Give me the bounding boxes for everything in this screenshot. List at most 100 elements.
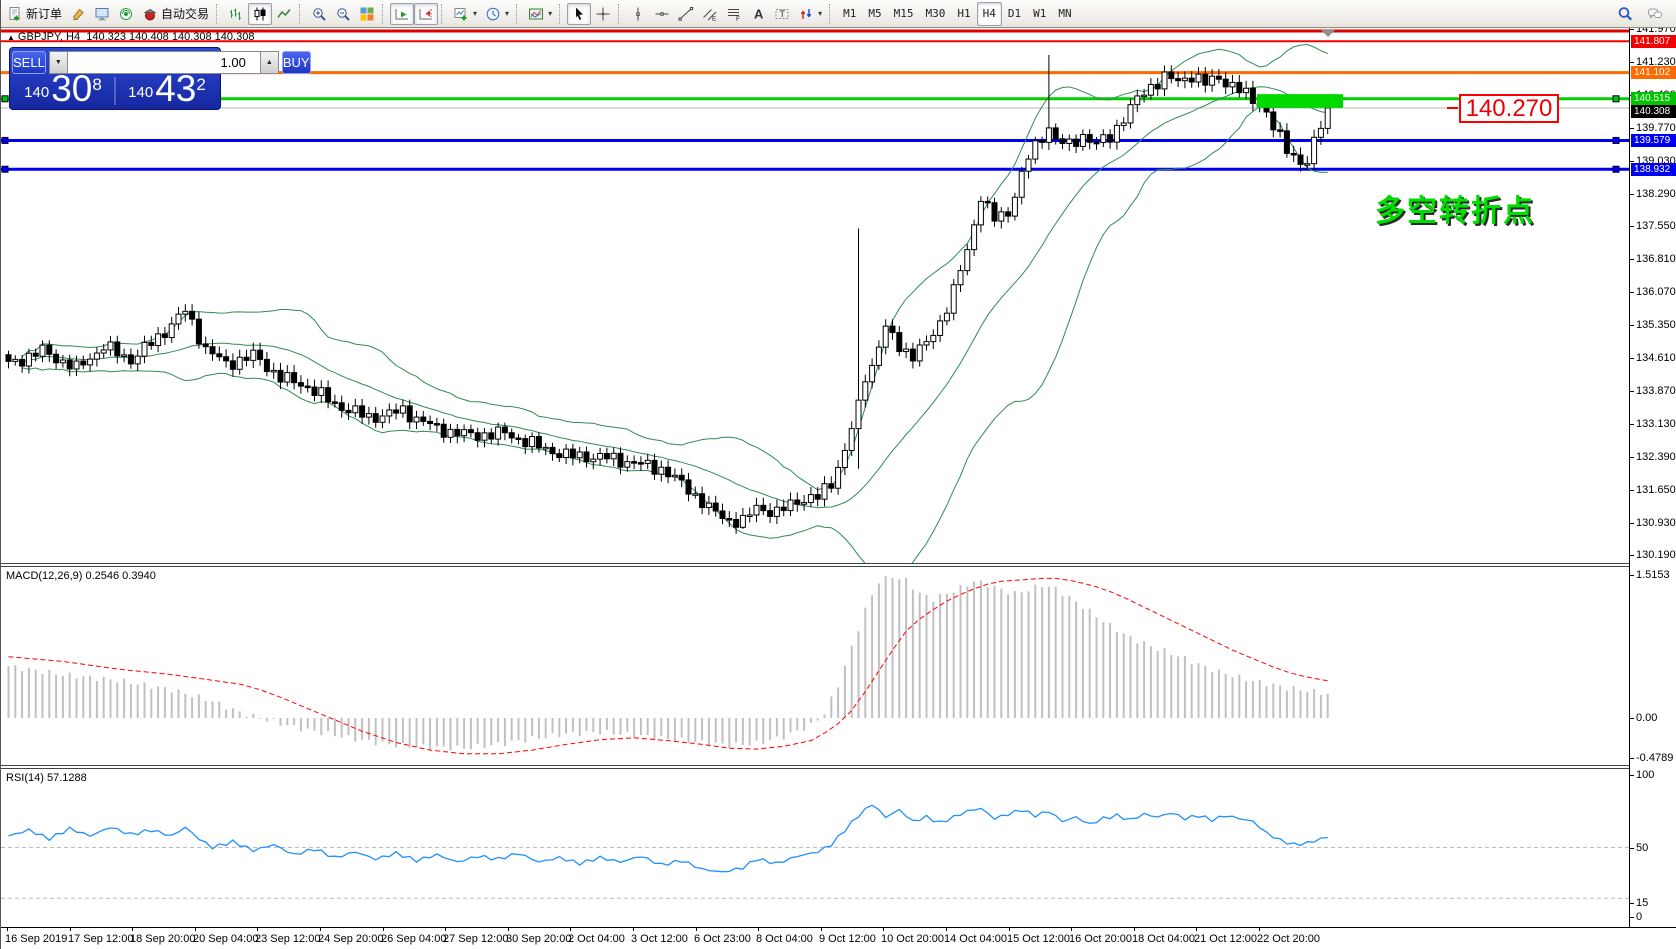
time-axis-label: 2 Oct 04:00 [568, 933, 625, 945]
time-tick-mark [70, 928, 71, 931]
macd-tick-mark [1630, 758, 1634, 759]
timeframe-button-h4[interactable]: H4 [976, 1, 1002, 26]
toolbar-button-equidistant-channel[interactable]: E [698, 3, 722, 25]
time-axis-label: 16 Oct 20:00 [1069, 933, 1132, 945]
price-tick-label: 135.350 [1636, 319, 1676, 331]
pane-separator-macd[interactable] [1, 563, 1676, 567]
newchart-icon [454, 7, 467, 20]
sell-price[interactable]: 140 30 8 [12, 70, 114, 107]
time-tick-mark [883, 928, 884, 931]
time-tick-mark [195, 928, 196, 931]
lot-increase-button[interactable]: ▲ [259, 51, 279, 74]
toolbar-button-text-label[interactable]: T [770, 3, 794, 25]
toolbar-button-horizontal-line[interactable] [650, 3, 674, 25]
chart-title: ▲ GBPJPY, H4 140.323 140.408 140.308 140.… [7, 31, 254, 43]
toolbar-button-signals[interactable] [114, 3, 138, 25]
toolbar-label-autotrading: 自动交易 [161, 7, 210, 21]
timeframe-button-mn[interactable]: MN [1058, 7, 1072, 20]
time-axis[interactable]: 16 Sep 2019 17 Sep 12:00 18 Sep 20:00 20 Se… [1, 927, 1676, 949]
toolbar-button-text[interactable]: A [746, 3, 770, 25]
toolbar-button-periods[interactable]: ▾ [481, 3, 513, 25]
rsi-indicator-canvas[interactable] [1, 770, 1629, 927]
price-callout[interactable]: 140.270 [1459, 94, 1559, 123]
price-tick-mark [1630, 161, 1634, 162]
time-tick-mark [320, 928, 321, 931]
timeframe-button-h1[interactable]: H1 [957, 7, 971, 20]
pane-separator-rsi[interactable] [1, 765, 1676, 769]
toolbar-button-new-order[interactable]: 新订单 [3, 3, 66, 25]
toolbar-button-line-chart[interactable] [272, 3, 296, 25]
time-axis-label: 21 Oct 12:00 [1194, 933, 1257, 945]
macd-indicator-canvas[interactable] [1, 568, 1629, 766]
toolbar-button-arrows[interactable]: ▾ [794, 3, 826, 25]
toolbar-button-terminal[interactable] [90, 3, 114, 25]
svg-text:T: T [780, 9, 786, 19]
toolbar-button-bar-chart[interactable] [224, 3, 248, 25]
signals-icon [120, 7, 133, 20]
timeframe-button-m30[interactable]: M30 [925, 7, 946, 20]
price-tick-mark [1630, 457, 1634, 458]
price-tick-label: 133.870 [1636, 385, 1676, 397]
toolbar-right [1613, 3, 1675, 25]
toolbar-button-new-chart[interactable]: ▾ [449, 3, 481, 25]
price-axis[interactable]: 141.970141.230140.490139.770139.030138.2… [1629, 23, 1676, 927]
chart-ohlc-values: 140.323 140.408 140.308 140.308 [86, 31, 255, 43]
buy-price[interactable]: 140 43 2 [116, 70, 218, 107]
rsi-label: RSI(14) 57.1288 [6, 772, 87, 784]
dropdown-caret-icon[interactable]: ▾ [473, 9, 478, 18]
toolbar-button-auto-scroll[interactable] [390, 2, 415, 25]
toolbar-button-zoom-in[interactable] [307, 3, 331, 25]
toolbar-button-styler[interactable] [66, 3, 90, 25]
price-tick-mark [1630, 424, 1634, 425]
time-axis-label: 15 Oct 12:00 [1007, 933, 1070, 945]
time-tick-mark [383, 928, 384, 931]
toolbar-button-cursor[interactable] [567, 2, 592, 25]
toolbar-button-autotrading[interactable]: 自动交易 [138, 3, 213, 25]
labelT-icon: T [775, 8, 789, 19]
timeframe-button-w1[interactable]: W1 [1033, 7, 1047, 20]
price-tick-mark [1630, 555, 1634, 556]
price-tick-label: 131.650 [1636, 484, 1676, 496]
timeframe-button-m15[interactable]: M15 [893, 7, 914, 20]
timeframe-button-m1[interactable]: M1 [843, 7, 857, 20]
timeframe-button-m5[interactable]: M5 [868, 7, 882, 20]
zoomout-icon [337, 7, 350, 21]
price-divider [114, 77, 116, 105]
cursor-icon [576, 7, 584, 20]
lot-decrease-button[interactable]: ▼ [48, 51, 68, 74]
toolbar-button-chat[interactable] [1643, 3, 1667, 25]
toolbar-button-fibonacci[interactable]: F [722, 3, 746, 25]
clock-icon [486, 7, 500, 20]
lot-size-input[interactable] [67, 51, 260, 74]
toolbar-button-vertical-line[interactable] [626, 3, 650, 25]
toolbar-button-zoom-out[interactable] [331, 3, 355, 25]
toolbar-button-candlestick-chart[interactable] [248, 2, 273, 25]
timeframe-button-d1[interactable]: D1 [1007, 7, 1022, 20]
toolbar-button-search[interactable] [1613, 3, 1637, 25]
toolbar-button-tile-windows[interactable] [355, 3, 379, 25]
buy-button[interactable]: BUY [281, 51, 311, 74]
one-click-collapse-icon[interactable]: ▲ [7, 33, 15, 42]
price-tick-mark [1630, 325, 1634, 326]
time-axis-label: 24 Sep 20:00 [318, 933, 384, 945]
price-tick-mark [1630, 194, 1634, 195]
time-tick-mark [1134, 928, 1135, 931]
toolbar-button-trendline[interactable] [674, 3, 698, 25]
dropdown-caret-icon[interactable]: ▾ [548, 9, 553, 18]
toolbar-button-templates[interactable]: ▾ [524, 3, 556, 25]
rsi-tick-mark [1630, 848, 1634, 849]
toolbar-separator [382, 3, 387, 24]
sell-button[interactable]: SELL [12, 51, 46, 74]
dropdown-caret-icon[interactable]: ▾ [505, 9, 510, 18]
svg-text:E: E [712, 15, 717, 22]
templates-icon [529, 8, 544, 19]
chartshift-icon [419, 8, 433, 19]
price-chart-canvas[interactable] [1, 28, 1629, 564]
toolbar-button-crosshair[interactable] [591, 3, 615, 25]
price-tick-mark [1630, 292, 1634, 293]
toolbar-button-chart-shift[interactable] [414, 2, 439, 25]
turning-point-annotation[interactable]: 多空转折点 [1375, 195, 1535, 228]
rsi-tick-mark [1630, 775, 1634, 776]
dropdown-caret-icon[interactable]: ▾ [818, 9, 823, 18]
